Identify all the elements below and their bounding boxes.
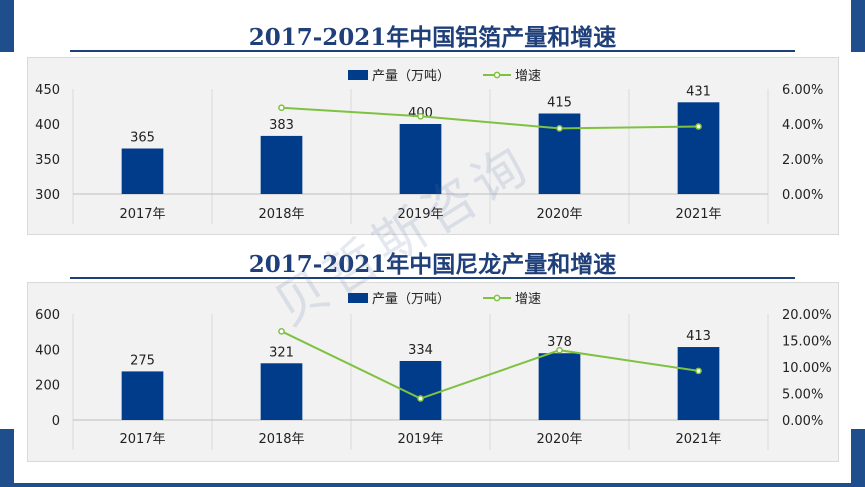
frame-top-left (0, 0, 14, 52)
x-tick-label: 2017年 (119, 432, 165, 447)
bar (677, 102, 720, 194)
y-right-tick-label: 6.00% (782, 83, 823, 98)
bar-data-label: 321 (269, 345, 294, 360)
y-left-tick-label: 450 (35, 83, 60, 98)
legend-label-line: 增速 (515, 69, 541, 84)
frame-bottom-left (0, 429, 14, 487)
bar (399, 360, 442, 420)
x-tick-label: 2021年 (675, 207, 721, 222)
y-left-tick-label: 400 (35, 343, 60, 358)
legend-marker-line (493, 71, 501, 79)
chart-aluminum-foil: 300 350 400 450 0.00% 2.00% 4.00% 6.00% 365 2017年… (35, 69, 823, 224)
growth-line (281, 106, 699, 130)
x-tick-label: 2018年 (258, 207, 304, 222)
bar (260, 135, 303, 194)
x-tick-label: 2018年 (258, 432, 304, 447)
y-left-tick-label: 0 (52, 414, 60, 429)
x-tick-label: 2019年 (397, 207, 443, 222)
chart-nylon: 0 200 400 600 0.00% 5.00% 10.00% 15.00% 20.00% 27… (35, 292, 832, 450)
growth-line (281, 330, 699, 400)
growth-point (417, 395, 424, 402)
frame-bottom-bar (0, 483, 865, 487)
growth-point (695, 367, 702, 375)
x-tick-label: 2020年 (536, 432, 582, 447)
y-left-tick-label: 400 (35, 118, 60, 133)
bar (121, 371, 164, 420)
y-left-tick-label: 200 (35, 379, 60, 394)
frame-top-right (851, 0, 865, 52)
legend-label-bars: 产量（万吨） (372, 292, 450, 307)
y-right-tick-label: 4.00% (782, 118, 823, 133)
y-right-tick-label: 10.00% (782, 361, 832, 376)
y-right-tick-label: 5.00% (782, 388, 823, 403)
bar (399, 124, 442, 194)
bar (260, 363, 303, 420)
bar (121, 148, 164, 194)
y-right-tick-label: 2.00% (782, 153, 823, 168)
bar-data-label: 415 (547, 96, 572, 111)
x-tick-label: 2017年 (119, 207, 165, 222)
y-left-tick-label: 600 (35, 308, 60, 323)
bar (677, 347, 720, 420)
title-underline-2 (70, 277, 795, 279)
x-tick-label: 2021年 (675, 432, 721, 447)
chart-title-nylon: 2017-2021年中国尼龙产量和增速 (248, 251, 617, 278)
y-right-tick-label: 0.00% (782, 188, 823, 203)
growth-point (278, 327, 285, 335)
growth-point (695, 123, 702, 130)
chart-title-aluminum-foil: 2017-2021年中国铝箔产量和增速 (248, 24, 617, 51)
bar-data-label: 413 (686, 329, 711, 344)
legend-swatch-bars (348, 293, 368, 303)
legend-label-line: 增速 (515, 292, 541, 307)
bar-data-label: 378 (547, 335, 572, 350)
growth-point (556, 346, 563, 354)
bar-data-label: 275 (130, 353, 155, 368)
y-right-tick-label: 15.00% (782, 335, 832, 350)
x-tick-label: 2019年 (397, 432, 443, 447)
growth-point (417, 112, 424, 120)
bar-data-label: 365 (130, 131, 155, 146)
growth-point (278, 104, 285, 112)
frame-bottom-right (851, 429, 865, 487)
title-underline-1 (70, 50, 795, 52)
y-left-tick-label: 350 (35, 153, 60, 168)
legend-marker-line (493, 294, 501, 302)
x-tick-label: 2020年 (536, 207, 582, 222)
y-left-tick-label: 300 (35, 188, 60, 203)
chart-panel-nylon: 0 200 400 600 0.00% 5.00% 10.00% 15.00% 20.00% 27… (27, 282, 839, 462)
bar-data-label: 431 (686, 84, 711, 99)
y-right-tick-label: 20.00% (782, 308, 832, 323)
bar-data-label: 334 (408, 343, 433, 358)
growth-point (556, 125, 563, 132)
legend-label-bars: 产量（万吨） (372, 69, 450, 84)
legend-swatch-bars (348, 70, 368, 80)
chart-panel-aluminum-foil: 300 350 400 450 0.00% 2.00% 4.00% 6.00% 365 2017年… (27, 57, 839, 235)
bar-data-label: 383 (269, 118, 294, 133)
y-right-tick-label: 0.00% (782, 414, 823, 429)
bar (538, 353, 581, 420)
